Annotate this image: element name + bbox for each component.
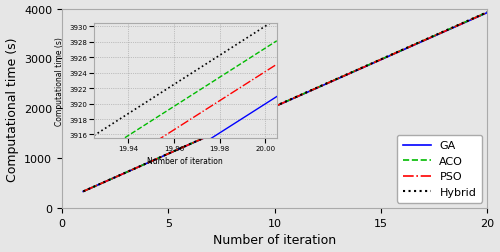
ACO — [398, 50, 404, 53]
GA — [398, 50, 404, 53]
Legend: GA, ACO, PSO, Hybrid: GA, ACO, PSO, Hybrid — [397, 135, 482, 203]
Line: Hybrid: Hybrid — [83, 13, 487, 192]
ACO — [472, 17, 478, 20]
GA — [472, 17, 478, 20]
ACO — [276, 103, 282, 106]
GA — [80, 190, 86, 193]
Hybrid — [472, 17, 478, 20]
ACO — [266, 108, 272, 111]
GA — [484, 12, 490, 15]
PSO — [266, 108, 272, 111]
ACO — [472, 17, 478, 20]
GA — [101, 181, 107, 184]
Hybrid — [266, 108, 272, 111]
GA — [266, 108, 272, 111]
Hybrid — [398, 49, 404, 52]
PSO — [276, 103, 282, 106]
GA — [472, 17, 478, 20]
ACO — [80, 190, 86, 193]
Hybrid — [101, 181, 107, 184]
PSO — [472, 17, 478, 20]
ACO — [101, 181, 107, 184]
Hybrid — [472, 17, 478, 20]
Hybrid — [484, 12, 490, 15]
PSO — [472, 17, 478, 20]
Hybrid — [80, 190, 86, 193]
Line: GA: GA — [83, 14, 487, 192]
PSO — [398, 50, 404, 53]
X-axis label: Number of iteration: Number of iteration — [213, 234, 336, 246]
PSO — [80, 190, 86, 193]
Y-axis label: Computational time (s): Computational time (s) — [6, 37, 18, 181]
Line: PSO: PSO — [83, 13, 487, 192]
Hybrid — [276, 103, 282, 106]
Line: ACO: ACO — [83, 13, 487, 192]
GA — [276, 104, 282, 107]
PSO — [101, 181, 107, 184]
PSO — [484, 12, 490, 15]
ACO — [484, 12, 490, 15]
